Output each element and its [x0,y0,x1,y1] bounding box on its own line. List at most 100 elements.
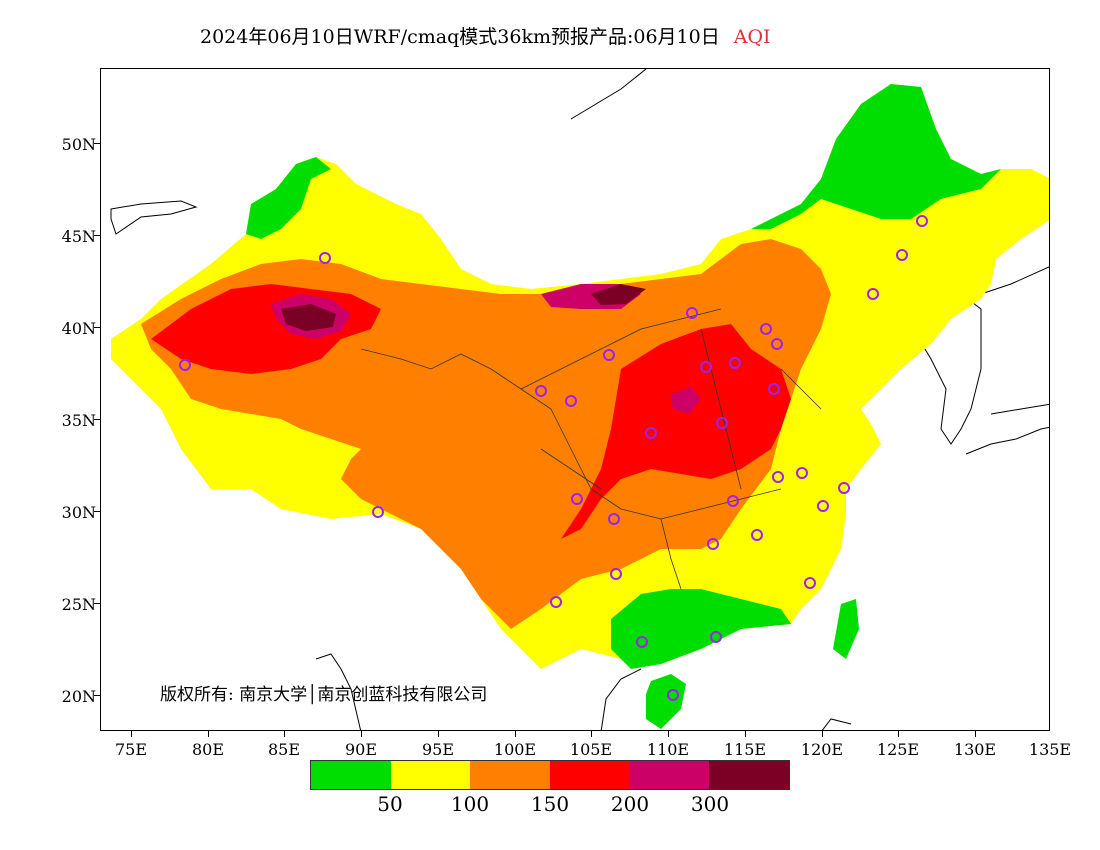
basemap-outlines [110,69,1049,730]
lon-tick [515,731,516,737]
aqi-map-svg [110,69,1049,730]
station-marker [179,359,191,371]
coastline-japan-north [980,266,1049,295]
station-marker [535,385,547,397]
lon-label-130e: 130E [953,740,997,759]
lon-tick [591,731,592,737]
station-marker [727,495,739,507]
legend-swatch-good [311,761,391,789]
legend-swatch-sensitive [470,761,551,789]
lat-label-50n: 50N [61,135,96,154]
station-marker [571,493,583,505]
station-marker [772,471,784,483]
station-marker [608,513,620,525]
lat-tick [94,695,100,696]
border-southwest [315,653,362,730]
lon-tick [438,731,439,737]
station-marker [896,249,908,261]
region-good-northwest [246,157,331,239]
title-main: 2024年06月10日WRF/cmaq模式36km预报产品:06月10日 [200,26,720,48]
region-good-hainan [646,674,686,729]
station-marker [319,252,331,264]
region-good-taiwan [833,599,859,659]
lon-tick [361,731,362,737]
legend-label-300: 300 [690,792,730,816]
legend-label-50: 50 [377,792,403,816]
station-marker [710,631,722,643]
lon-label-110e: 110E [646,740,690,759]
station-markers [179,215,928,701]
aqi-map [100,68,1050,731]
lon-tick [208,731,209,737]
lat-tick [94,235,100,236]
lat-label-30n: 30N [61,503,96,522]
station-marker [796,467,808,479]
station-marker [838,482,850,494]
province-borders [360,308,822,590]
lon-label-75e: 75E [114,740,148,759]
station-marker [916,215,928,227]
lon-label-80e: 80E [191,740,225,759]
lon-label-115e: 115E [723,740,767,759]
lon-tick [745,731,746,737]
station-marker [645,427,657,439]
border-indochina [600,668,642,730]
lat-tick [94,603,100,604]
coastline-lake [110,200,198,235]
station-marker [760,323,772,335]
station-marker [817,500,829,512]
lat-tick [94,143,100,144]
region-good-south [611,589,791,669]
lat-tick [94,511,100,512]
legend-label-200: 200 [610,792,650,816]
lon-tick [284,731,285,737]
station-marker [550,596,562,608]
coastline-korea [915,293,982,445]
lon-label-85e: 85E [267,740,301,759]
station-marker [804,577,816,589]
station-marker [867,288,879,300]
station-marker [372,506,384,518]
station-marker [707,538,719,550]
lon-label-105e: 105E [569,740,613,759]
station-marker [771,338,783,350]
lon-label-95e: 95E [421,740,455,759]
lat-label-45n: 45N [61,227,96,246]
lon-label-135e: 135E [1028,740,1072,759]
lat-label-35n: 35N [61,411,96,430]
legend-swatch-unhealthy [550,761,630,789]
lon-tick [898,731,899,737]
legend-label-150: 150 [530,792,570,816]
legend-swatch-hazardous [709,761,790,789]
lon-tick [822,731,823,737]
station-marker [667,689,679,701]
map-title: 2024年06月10日WRF/cmaq模式36km预报产品:06月10日 AQI [200,22,771,49]
lon-tick [668,731,669,737]
lon-tick [975,731,976,737]
station-marker [716,417,728,429]
coastline-japan [965,403,1049,455]
lon-label-125e: 125E [876,740,920,759]
lon-tick [131,731,132,737]
title-product: AQI [733,26,771,48]
station-marker [636,636,648,648]
station-marker [565,395,577,407]
region-hazardous-xinjiang [281,304,336,331]
region-good-northeast [751,84,1001,229]
station-marker [610,568,622,580]
lat-label-40n: 40N [61,319,96,338]
region-hazardous-north [591,284,646,305]
legend-label-100: 100 [450,792,490,816]
lon-label-100e: 100E [493,740,537,759]
aqi-layer [111,84,1049,729]
region-unhealthy-central [561,324,791,539]
station-marker [768,383,780,395]
lat-tick [94,419,100,420]
region-very-unhealthy-central [671,387,701,414]
legend-swatch-moderate [390,761,471,789]
lat-label-20n: 20N [61,687,96,706]
station-marker [751,529,763,541]
coastline-philippines [821,718,852,730]
station-marker [686,307,698,319]
lat-tick [94,327,100,328]
